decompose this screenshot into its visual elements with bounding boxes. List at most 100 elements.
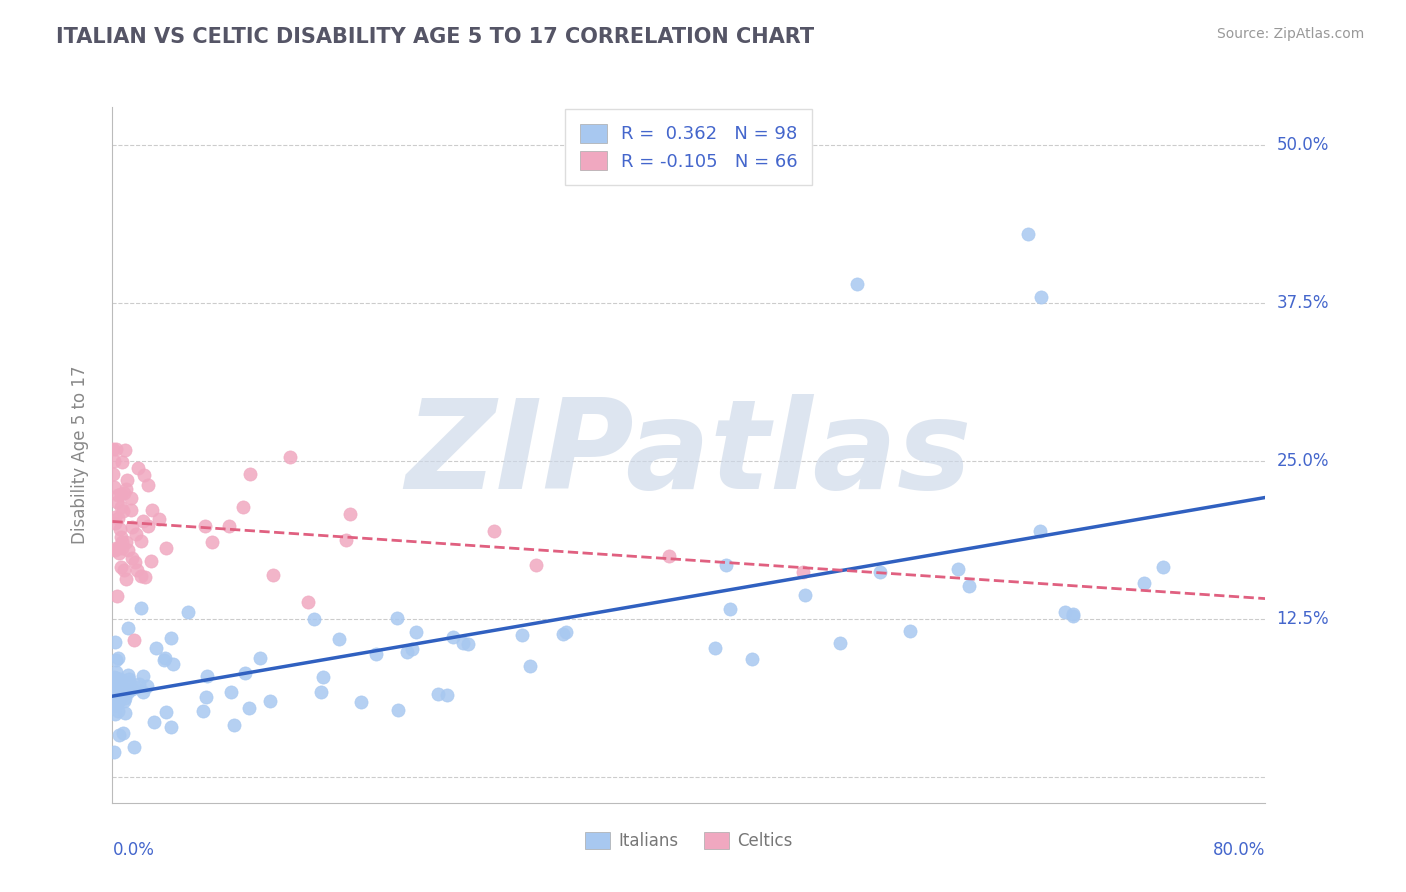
Point bbox=[232, 500, 254, 514]
Point bbox=[124, 633, 146, 648]
Point bbox=[1062, 609, 1084, 624]
Point bbox=[1029, 524, 1052, 539]
Point bbox=[297, 595, 319, 609]
Point bbox=[105, 541, 128, 555]
Point bbox=[339, 507, 361, 521]
Point bbox=[703, 641, 725, 656]
Point bbox=[103, 689, 125, 703]
Point bbox=[104, 516, 127, 530]
Point bbox=[898, 624, 921, 638]
Point bbox=[117, 685, 139, 699]
Point bbox=[1053, 606, 1076, 620]
Point bbox=[129, 601, 152, 615]
Point bbox=[311, 670, 333, 684]
Point bbox=[112, 563, 135, 577]
Point bbox=[1133, 575, 1156, 590]
Point bbox=[117, 621, 139, 635]
Point bbox=[117, 473, 139, 487]
Point bbox=[107, 487, 129, 501]
Point bbox=[110, 673, 132, 687]
Point bbox=[121, 682, 143, 697]
Point bbox=[128, 677, 150, 691]
Point bbox=[191, 704, 214, 718]
Point bbox=[792, 566, 814, 580]
Point bbox=[143, 714, 166, 729]
Point bbox=[387, 610, 409, 624]
Point bbox=[141, 503, 163, 517]
Point bbox=[125, 563, 148, 577]
Point bbox=[115, 482, 138, 496]
Point bbox=[436, 689, 458, 703]
Point bbox=[451, 635, 474, 649]
Point bbox=[262, 568, 284, 582]
Point bbox=[177, 605, 200, 619]
Point bbox=[155, 541, 177, 555]
Point bbox=[1017, 227, 1039, 241]
Point bbox=[1062, 607, 1084, 621]
Point bbox=[139, 554, 162, 568]
Point bbox=[136, 679, 159, 693]
Point bbox=[129, 534, 152, 549]
Point bbox=[104, 543, 127, 558]
Point bbox=[134, 467, 156, 482]
Point bbox=[249, 651, 271, 665]
Point bbox=[129, 569, 152, 583]
Point bbox=[107, 511, 129, 525]
Point bbox=[302, 612, 325, 626]
Point bbox=[107, 650, 129, 665]
Point bbox=[120, 491, 142, 505]
Point bbox=[107, 694, 129, 708]
Point bbox=[124, 681, 146, 695]
Point bbox=[114, 485, 136, 500]
Point bbox=[103, 745, 125, 759]
Point bbox=[103, 670, 125, 684]
Point bbox=[132, 685, 155, 699]
Point bbox=[104, 698, 127, 712]
Legend: Italians, Celtics: Italians, Celtics bbox=[579, 826, 799, 857]
Point bbox=[111, 725, 134, 739]
Point bbox=[387, 703, 409, 717]
Point bbox=[103, 454, 125, 468]
Point bbox=[103, 467, 125, 481]
Point bbox=[103, 691, 125, 706]
Point bbox=[107, 541, 129, 556]
Point bbox=[104, 635, 127, 649]
Point bbox=[110, 560, 132, 574]
Point bbox=[946, 562, 969, 576]
Point bbox=[105, 442, 128, 456]
Point bbox=[195, 690, 218, 704]
Point bbox=[104, 707, 127, 722]
Point bbox=[114, 442, 136, 457]
Point bbox=[405, 625, 427, 640]
Point bbox=[104, 698, 127, 713]
Point bbox=[830, 636, 852, 650]
Point bbox=[103, 442, 125, 456]
Point bbox=[155, 705, 177, 719]
Point bbox=[350, 695, 373, 709]
Point bbox=[136, 518, 159, 533]
Point bbox=[551, 627, 574, 641]
Point bbox=[117, 543, 139, 558]
Point bbox=[224, 718, 246, 732]
Point bbox=[104, 698, 127, 712]
Point bbox=[328, 632, 350, 647]
Point bbox=[426, 687, 449, 701]
Point bbox=[121, 520, 143, 534]
Point bbox=[132, 514, 155, 528]
Point bbox=[103, 679, 125, 693]
Point bbox=[524, 558, 547, 573]
Point bbox=[159, 720, 181, 734]
Point bbox=[107, 691, 129, 706]
Point bbox=[162, 657, 184, 671]
Text: 25.0%: 25.0% bbox=[1277, 452, 1329, 470]
Point bbox=[219, 685, 242, 699]
Point bbox=[153, 651, 176, 665]
Point bbox=[401, 642, 423, 657]
Point bbox=[104, 510, 127, 524]
Point bbox=[115, 535, 138, 549]
Point bbox=[457, 636, 479, 650]
Point bbox=[846, 277, 869, 292]
Point bbox=[124, 555, 146, 569]
Point bbox=[364, 647, 387, 661]
Point bbox=[111, 541, 134, 555]
